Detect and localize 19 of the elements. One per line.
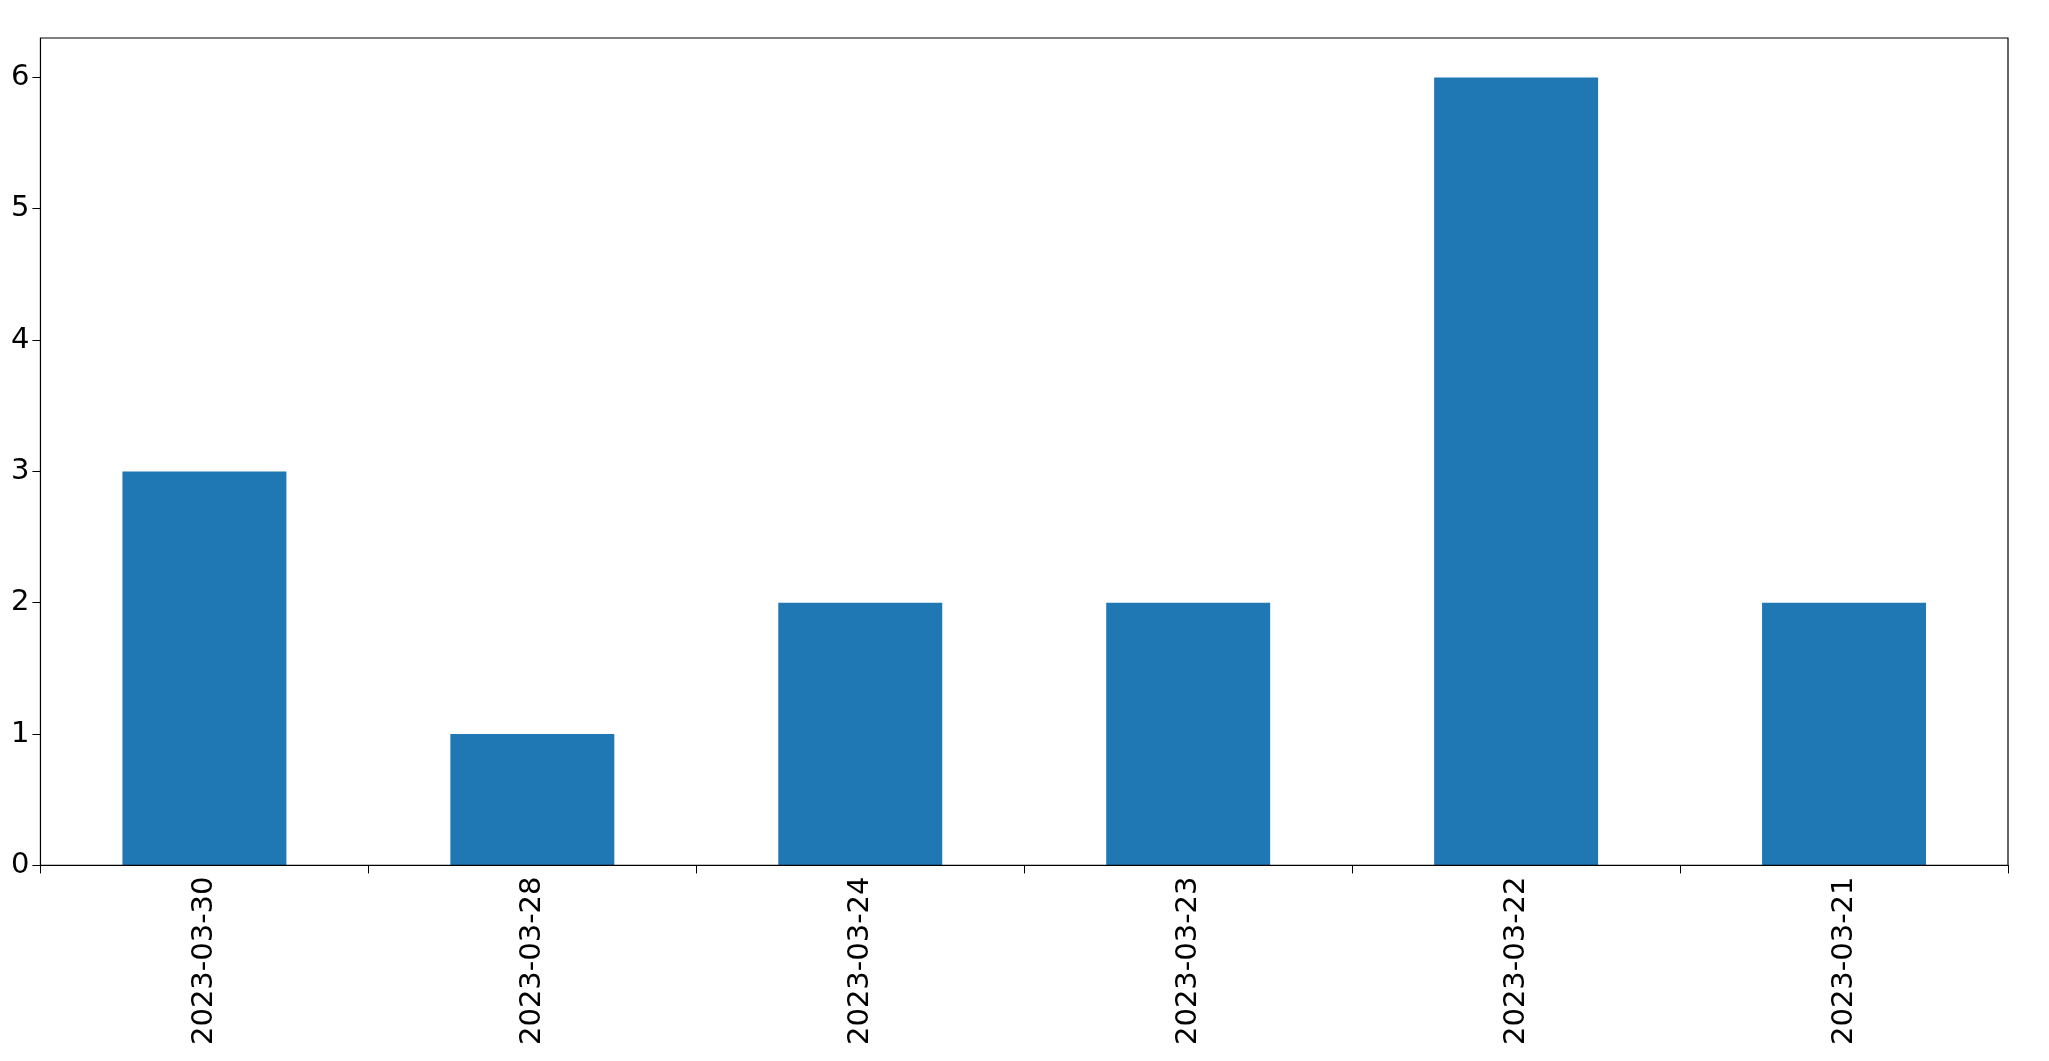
bar — [1762, 602, 1927, 865]
x-tick-label: 2023-03-28 — [512, 876, 547, 1046]
y-tick-label: 0 — [11, 846, 30, 880]
x-tick-label: 2023-03-23 — [1168, 876, 1203, 1046]
y-tick-label: 5 — [11, 189, 30, 224]
bar — [122, 471, 287, 865]
x-tick-label: 2023-03-24 — [840, 876, 875, 1046]
y-tick-label: 1 — [11, 714, 30, 749]
y-tick-label: 2 — [11, 583, 30, 618]
x-tick-label: 2023-03-22 — [1496, 876, 1531, 1046]
y-tick-label: 4 — [11, 320, 30, 355]
bar — [1106, 602, 1271, 865]
bar — [450, 734, 615, 865]
y-tick-label: 6 — [11, 57, 30, 92]
bar — [778, 602, 943, 865]
x-tick-label: 2023-03-30 — [184, 876, 219, 1046]
y-tick-label: 3 — [11, 451, 30, 486]
bar — [1434, 77, 1599, 865]
x-tick-label: 2023-03-21 — [1824, 876, 1859, 1046]
